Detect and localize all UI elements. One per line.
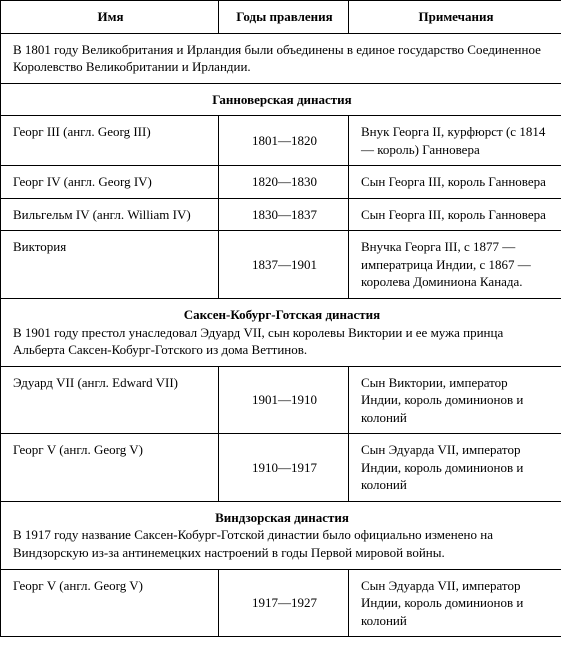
cell-name: Эдуард VII (англ. Edward VII) xyxy=(1,366,219,434)
header-notes: Примечания xyxy=(349,1,561,34)
dynasty-cell: Ганноверская династия xyxy=(1,83,561,116)
cell-years: 1820—1830 xyxy=(219,166,349,199)
cell-name: Виктория xyxy=(1,231,219,299)
dynasty-header: Саксен-Кобург-Готская династия В 1901 го… xyxy=(1,299,561,367)
dynasty-body: В 1901 году престол унаследовал Эдуард V… xyxy=(13,324,551,359)
cell-name: Вильгельм IV (англ. William IV) xyxy=(1,198,219,231)
cell-notes: Внучка Георга III, с 1877 — императрица … xyxy=(349,231,561,299)
monarchs-table: Имя Годы правления Примечания В 1801 год… xyxy=(0,0,561,637)
table-row: Георг V (англ. Georg V) 1910—1917 Сын Эд… xyxy=(1,434,561,502)
cell-years: 1830—1837 xyxy=(219,198,349,231)
dynasty-title: Ганноверская династия xyxy=(13,91,551,109)
cell-name: Георг V (англ. Georg V) xyxy=(1,569,219,637)
cell-name: Георг V (англ. Georg V) xyxy=(1,434,219,502)
cell-notes: Сын Эдуарда VII, император Индии, король… xyxy=(349,569,561,637)
dynasty-title: Саксен-Кобург-Готская династия xyxy=(13,306,551,324)
header-name: Имя xyxy=(1,1,219,34)
cell-name: Георг IV (англ. Georg IV) xyxy=(1,166,219,199)
dynasty-header: Виндзорская династия В 1917 году названи… xyxy=(1,501,561,569)
table-row: Вильгельм IV (англ. William IV) 1830—183… xyxy=(1,198,561,231)
table-row: Эдуард VII (англ. Edward VII) 1901—1910 … xyxy=(1,366,561,434)
cell-notes: Сын Георга III, король Ганновера xyxy=(349,198,561,231)
header-years: Годы правления xyxy=(219,1,349,34)
cell-years: 1910—1917 xyxy=(219,434,349,502)
cell-years: 1901—1910 xyxy=(219,366,349,434)
cell-years: 1837—1901 xyxy=(219,231,349,299)
cell-notes: Сын Виктории, император Индии, король до… xyxy=(349,366,561,434)
dynasty-header: Ганноверская династия xyxy=(1,83,561,116)
dynasty-cell: Саксен-Кобург-Готская династия В 1901 го… xyxy=(1,299,561,367)
cell-notes: Внук Георга II, курфюрст (с 1814 — корол… xyxy=(349,116,561,166)
header-row: Имя Годы правления Примечания xyxy=(1,1,561,34)
table-row: Георг III (англ. Georg III) 1801—1820 Вн… xyxy=(1,116,561,166)
table-row: Георг V (англ. Georg V) 1917—1927 Сын Эд… xyxy=(1,569,561,637)
intro-row: В 1801 году Великобритания и Ирландия бы… xyxy=(1,33,561,83)
cell-years: 1917—1927 xyxy=(219,569,349,637)
dynasty-title: Виндзорская династия xyxy=(13,509,551,527)
cell-name: Георг III (англ. Georg III) xyxy=(1,116,219,166)
table-row: Виктория 1837—1901 Внучка Георга III, с … xyxy=(1,231,561,299)
cell-notes: Сын Эдуарда VII, император Индии, король… xyxy=(349,434,561,502)
table-row: Георг IV (англ. Georg IV) 1820—1830 Сын … xyxy=(1,166,561,199)
cell-years: 1801—1820 xyxy=(219,116,349,166)
intro-text: В 1801 году Великобритания и Ирландия бы… xyxy=(1,33,561,83)
dynasty-cell: Виндзорская династия В 1917 году названи… xyxy=(1,501,561,569)
cell-notes: Сын Георга III, король Ганновера xyxy=(349,166,561,199)
dynasty-body: В 1917 году название Саксен-Кобург-Готск… xyxy=(13,526,551,561)
